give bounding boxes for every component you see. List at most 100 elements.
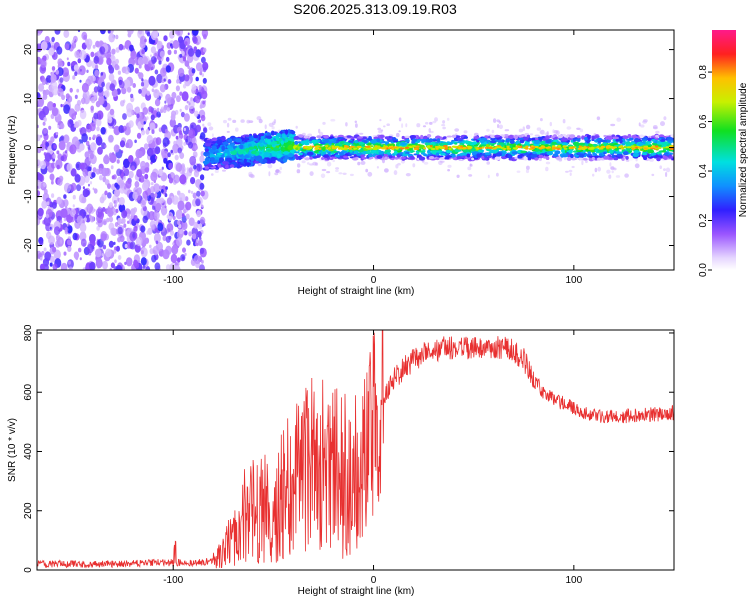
spectrogram-cell [335, 169, 339, 173]
spectrogram-cell [318, 128, 321, 134]
spectrogram-cell [271, 130, 275, 136]
spectrogram-cell [57, 178, 63, 186]
spectrogram-cell [566, 126, 572, 130]
spectrogram-cell [395, 164, 399, 169]
spectrogram-cell [644, 143, 648, 146]
spectrogram-cell [203, 222, 206, 227]
spectrogram-cell [345, 122, 348, 127]
spectrogram-cell [163, 78, 166, 82]
spectrogram-cell [545, 139, 552, 144]
spectrogram-cell [82, 267, 86, 270]
spectrogram-cell [79, 231, 87, 242]
spectrogram-cell [210, 159, 215, 164]
spectrogram-cell [94, 69, 100, 77]
spectrogram-cell [492, 147, 497, 150]
spectrogram-cell [166, 223, 174, 233]
spectrogram-cell [43, 247, 47, 252]
spectrogram-cell [139, 35, 147, 45]
spectrogram-cell [272, 121, 276, 125]
spectrogram-cell [497, 124, 500, 129]
spectrogram-cell [622, 135, 628, 140]
spectrogram-cell [49, 226, 52, 230]
spectrogram-cell [525, 169, 530, 174]
spectrogram-cell [95, 136, 103, 146]
spectrogram-cell [580, 147, 584, 150]
spectrogram-cell [312, 145, 315, 148]
spectrogram-cell [106, 57, 112, 66]
spectrogram-cell [104, 90, 110, 98]
spectrogram-cell [582, 146, 588, 149]
spectrogram-cell [170, 230, 174, 236]
spectrogram-cell [154, 98, 161, 107]
spectrogram-cell [169, 31, 175, 39]
spectrogram-cell [628, 137, 634, 141]
spectrogram-cell [393, 156, 400, 160]
spectrogram-cell [310, 136, 316, 139]
spectrogram-cell [46, 201, 50, 206]
spectrogram-cell [188, 128, 196, 139]
spectrogram-cell [197, 223, 203, 230]
spectrogram-cell [81, 97, 86, 105]
spectrogram-cell [44, 36, 50, 44]
spectrogram-cell [578, 142, 586, 146]
spectrogram-cell [325, 145, 328, 148]
spectrogram-cell [641, 152, 648, 156]
spectrogram-cell [135, 106, 140, 114]
spectrogram-cell [267, 163, 273, 169]
spectrogram-cell [348, 140, 354, 143]
spectrogram-cell [338, 172, 343, 175]
spectrogram-cell [81, 133, 88, 143]
spectrogram-cell [44, 152, 52, 162]
spectrogram-cell [533, 140, 541, 145]
spectrogram-cell [397, 162, 401, 166]
spectrogram-cell [603, 143, 610, 146]
spectrogram-cell [357, 141, 365, 145]
spectrogram-cell [37, 134, 41, 142]
spectrogram-cell [107, 209, 110, 213]
spectrogram-cell [89, 215, 95, 223]
spectrogram-cell [47, 101, 54, 111]
spectrogram-cell [188, 167, 193, 174]
spectrogram-cell [427, 149, 431, 154]
spectrogram-cell [182, 247, 186, 253]
spectrogram-cell [137, 56, 144, 66]
spectrogram-cell [306, 151, 314, 156]
spectrogram-cell [125, 257, 133, 267]
spectrogram-cell [365, 150, 371, 155]
spectrogram-cell [180, 254, 186, 262]
spectrogram-cell [150, 153, 157, 163]
spectrogram-cell [200, 132, 206, 140]
spectrogram-cell [309, 171, 314, 177]
spectrogram-cell [506, 147, 512, 150]
spectrogram-cell [192, 35, 197, 43]
spectrogram-cell [173, 49, 177, 55]
spectrogram-cell [211, 137, 218, 142]
spectrogram-cell [518, 128, 524, 133]
spectrogram-cell [164, 128, 169, 134]
spectrogram-cell [637, 146, 643, 149]
spectrogram-cell [387, 139, 393, 143]
spectrogram-cell [504, 129, 510, 132]
spectrogram-cell [138, 64, 142, 69]
spectrogram-cell [185, 213, 190, 220]
spectrogram-cell [153, 89, 160, 99]
spectrogram-cell [119, 140, 126, 148]
spectrogram-y-ticks: -20 -10 0 10 20 [23, 44, 674, 253]
spectrogram-cell [100, 72, 104, 76]
spectrogram-cell [336, 137, 344, 139]
spectrogram-cell [440, 160, 445, 163]
spectrogram-cell [384, 156, 388, 161]
spectrogram-cell [127, 220, 130, 224]
spectrogram-cell [325, 150, 330, 153]
spectrogram-cell [663, 156, 668, 160]
spectrogram-cell [640, 124, 645, 128]
spectrogram-cell [221, 145, 225, 151]
spectrogram-cell [191, 124, 194, 129]
spectrogram-cell [664, 152, 669, 156]
spectrogram-cell [83, 34, 87, 40]
spectrogram-cell [69, 144, 77, 155]
spectrogram-cell [606, 169, 611, 174]
spectrogram-cell [117, 217, 122, 225]
spectrogram-cell [227, 117, 232, 121]
